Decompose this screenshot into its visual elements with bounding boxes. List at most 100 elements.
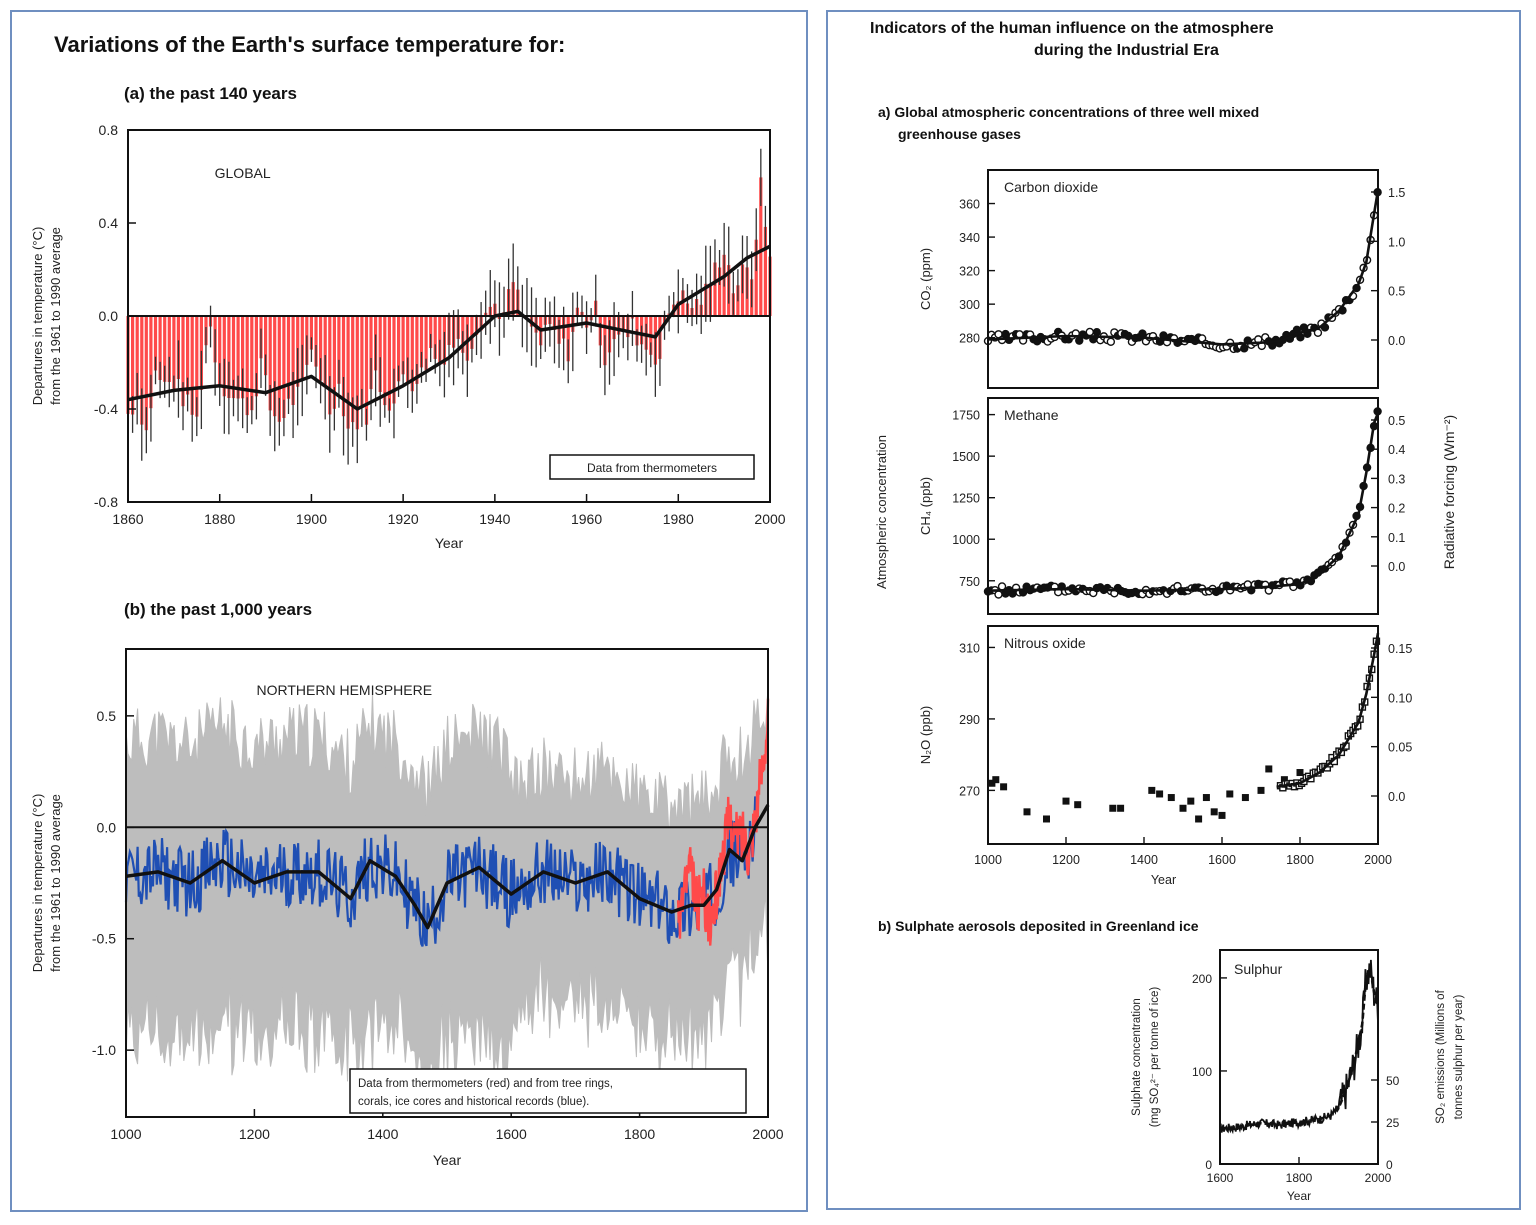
- data-point: [1117, 804, 1125, 812]
- smoothed-curve: [127, 244, 771, 411]
- data-point: [994, 590, 1003, 599]
- data-point: [1187, 797, 1195, 805]
- temperature-bar: [406, 316, 410, 383]
- x-tick-label: 1400: [367, 1126, 398, 1142]
- right-a-title-line2: greenhouse gases: [898, 126, 1021, 142]
- right-y-tick-label: 0.5: [1388, 414, 1405, 428]
- temperature-bar: [392, 316, 396, 404]
- temperature-bar: [195, 316, 199, 417]
- y-tick-label: -0.8: [94, 494, 118, 510]
- temperature-bar: [190, 316, 194, 415]
- temperature-bar: [387, 316, 391, 411]
- y-tick-label: 0.8: [99, 122, 119, 138]
- temperature-bar: [181, 316, 185, 407]
- legend-text: Data from thermometers: [587, 461, 717, 475]
- y-tick-label: -0.4: [94, 401, 118, 417]
- temperature-bar: [172, 316, 176, 389]
- x-tick-label: 1000: [110, 1126, 141, 1142]
- y-tick-label: 360: [959, 198, 980, 212]
- temperature-bar: [328, 316, 332, 415]
- data-point: [1156, 790, 1164, 798]
- x-axis-label: Year: [435, 535, 464, 551]
- temperature-bar: [763, 226, 767, 316]
- y-tick-label: 290: [959, 713, 980, 727]
- y-tick-label: 320: [959, 265, 980, 279]
- x-tick-label: 1860: [112, 511, 143, 527]
- temperature-bar: [364, 316, 369, 425]
- temperature-bar: [314, 316, 318, 367]
- y-tick-label: 340: [959, 231, 980, 245]
- data-point: [1148, 786, 1156, 794]
- panel-label: Methane: [1004, 407, 1059, 423]
- temperature-bar: [566, 316, 570, 362]
- x-tick-label: 1880: [204, 511, 235, 527]
- temperature-bar: [158, 316, 162, 380]
- right-y-tick-label: 0.0: [1388, 790, 1405, 804]
- temperature-bar: [759, 177, 763, 316]
- data-point: [988, 779, 996, 787]
- x-axis-label: Year: [1287, 1189, 1311, 1203]
- left-main-title: Variations of the Earth's surface temper…: [54, 32, 566, 57]
- temperature-bar: [282, 316, 286, 418]
- plot-frame: [987, 169, 1379, 389]
- data-point: [1109, 804, 1117, 812]
- right-figure-panel: Indicators of the human influence on the…: [826, 10, 1521, 1210]
- temperature-bar: [438, 316, 442, 363]
- data-point: [1218, 811, 1226, 819]
- right-title-line2: during the Industrial Era: [1034, 42, 1219, 59]
- data-point: [1179, 804, 1187, 812]
- right-y-tick-label: 0.4: [1388, 443, 1405, 457]
- y-axis-label: CH₄ (ppb): [918, 477, 933, 535]
- data-point: [1138, 329, 1147, 338]
- y-axis-label: from the 1961 to 1990 average: [48, 227, 63, 405]
- right-y-tick-label: 50: [1386, 1074, 1400, 1088]
- data-point: [1202, 794, 1210, 802]
- right-y-tick-label: 25: [1386, 1116, 1400, 1130]
- panel-label: NORTHERN HEMISPHERE: [257, 682, 433, 698]
- panel-label: Nitrous oxide: [1004, 635, 1086, 651]
- x-tick-label: 1800: [624, 1126, 655, 1142]
- concentration-curve: [987, 189, 1380, 346]
- temperature-bar: [144, 316, 148, 431]
- concentration-curve: [1276, 632, 1380, 789]
- temperature-bar: [231, 316, 236, 399]
- data-point: [992, 776, 1000, 784]
- y-tick-label: 1000: [952, 533, 980, 547]
- right-title-line1: Indicators of the human influence on the…: [870, 20, 1274, 37]
- right-y-tick-label: 0.10: [1388, 691, 1412, 705]
- temperature-bar: [163, 316, 167, 382]
- emissions-curve: [1219, 964, 1380, 1130]
- data-point: [1313, 328, 1323, 337]
- temperature-bar: [309, 316, 313, 350]
- legend-text: corals, ice cores and historical records…: [358, 1096, 589, 1108]
- temperature-bar: [332, 316, 336, 409]
- y-axis-label: N₂O (ppb): [918, 706, 933, 765]
- temperature-bar: [245, 316, 249, 416]
- x-axis-label: Year: [1151, 873, 1176, 887]
- right-y-tick-label: 0.0: [1388, 334, 1405, 348]
- temperature-bar: [264, 316, 268, 376]
- x-tick-label: 1600: [1207, 1171, 1234, 1185]
- y-tick-label: 0.5: [97, 708, 117, 724]
- shared-right-label: Radiative forcing (Wm⁻²): [1441, 415, 1457, 569]
- data-point: [997, 582, 1007, 591]
- data-point: [1241, 794, 1249, 802]
- x-tick-label: 2000: [1364, 853, 1392, 867]
- data-point: [1240, 344, 1249, 353]
- temperature-bar: [241, 316, 245, 399]
- temperature-bar: [401, 316, 405, 375]
- chart-b-title: (b) the past 1,000 years: [124, 600, 313, 619]
- panel-label: Sulphur: [1234, 961, 1283, 977]
- y-axis-label: Sulphate concentration: [1131, 998, 1143, 1116]
- temperature-bar: [369, 316, 373, 390]
- data-point: [1167, 794, 1175, 802]
- data-point: [1106, 337, 1116, 346]
- y-tick-label: 0.0: [99, 308, 119, 324]
- temperature-bar: [470, 316, 474, 349]
- y-tick-label: 1250: [952, 492, 980, 506]
- y-axis-label: Departures in temperature (°C): [30, 794, 45, 973]
- data-point: [1074, 801, 1082, 809]
- y-tick-label: 0.4: [99, 215, 119, 231]
- temperature-bar: [378, 316, 382, 392]
- greenhouse-gases-chart: 280 300 320 340 360 0.0 0.5 1.0 1.5 Carbon dioxid…: [874, 169, 1457, 887]
